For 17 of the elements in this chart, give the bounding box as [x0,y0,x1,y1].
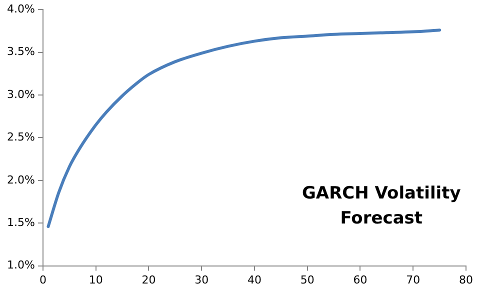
x-tick-label: 0 [39,273,46,286]
x-tick-label: 80 [459,273,473,286]
y-tick-label: 3.0% [6,88,35,101]
y-tick-label: 1.0% [6,258,35,272]
x-tick-label: 50 [300,273,314,286]
y-tick-label: 3.5% [6,45,35,58]
x-tick-label: 40 [247,273,262,286]
y-tick-label: 4.0% [6,2,35,16]
x-tick-label: 10 [88,273,103,286]
x-tick-label: 60 [353,273,368,286]
y-tick-label: 2.0% [6,173,35,186]
y-tick-label: 1.5% [6,216,35,229]
y-tick-label: 2.5% [6,130,35,144]
annotation: GARCH Volatility Forecast [302,183,461,228]
x-tick-label: 20 [142,273,156,286]
x-tick-label: 70 [406,273,420,286]
x-tick-label: 30 [194,273,209,286]
